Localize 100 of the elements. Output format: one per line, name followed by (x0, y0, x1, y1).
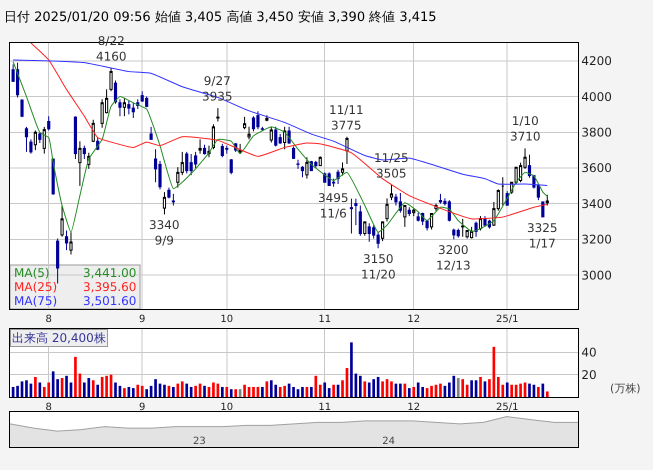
candlestick (202, 144, 206, 156)
bar (234, 389, 238, 397)
candlestick (283, 126, 286, 150)
candlestick (340, 162, 344, 176)
candlestick (296, 159, 300, 170)
line-series (12, 59, 548, 186)
bar (506, 382, 509, 397)
bar (60, 378, 64, 397)
x-tick-label: 10 (220, 314, 234, 325)
candlestick (416, 212, 420, 222)
candlestick (461, 218, 464, 238)
y-axis-title: (万株) (610, 382, 641, 395)
bar (484, 381, 486, 397)
x-tick-label: 12 (407, 402, 420, 413)
candlestick (118, 98, 122, 117)
bar (496, 376, 500, 397)
bar (318, 384, 322, 397)
candlestick (247, 126, 251, 140)
candlestick (56, 238, 60, 284)
candlestick (314, 160, 318, 168)
y-tick-label: 20 (581, 368, 597, 382)
bar (542, 384, 544, 397)
annotation: 3325 1/17 (527, 221, 558, 251)
annotation: 3340 9/9 (149, 218, 180, 248)
candlestick (167, 187, 171, 199)
candlestick (318, 156, 322, 167)
candlestick (546, 194, 549, 206)
y-tick-label: 4200 (581, 54, 612, 68)
bar (172, 386, 175, 397)
candlestick (474, 221, 478, 238)
candlestick (260, 126, 264, 132)
annotation: 11/11 3775 (329, 103, 364, 133)
bar (474, 380, 478, 397)
bar (96, 384, 100, 397)
bar (180, 381, 184, 397)
candlestick (60, 204, 64, 238)
x-tick-label: 23 (192, 436, 206, 447)
candlestick (132, 102, 135, 118)
candlestick (466, 230, 469, 239)
bar (350, 342, 353, 397)
bar (461, 379, 464, 397)
candlestick (47, 116, 50, 131)
bar (132, 388, 135, 397)
bar (452, 376, 456, 397)
text: MA(75) (14, 294, 58, 308)
y-tick-label: 3200 (581, 232, 612, 247)
x-tick-label: 9 (139, 402, 146, 413)
bar (221, 386, 224, 397)
candlestick (238, 143, 242, 154)
bar (266, 381, 268, 397)
annotation: 3495 11/6 (318, 191, 349, 221)
bar (56, 379, 59, 397)
bar (83, 382, 86, 397)
x-tick-label: 25/1 (496, 314, 518, 325)
bar (261, 386, 264, 397)
bar (310, 386, 313, 397)
bar (38, 382, 42, 397)
x-tick-label: 12 (407, 314, 420, 325)
y-tick-label: 3600 (581, 161, 612, 176)
candlestick (109, 67, 113, 92)
candlestick (438, 193, 442, 204)
candlestick (305, 156, 308, 180)
annotation: 3,441.00 (83, 266, 136, 280)
bar (416, 382, 420, 397)
x-tick-label: 10 (220, 402, 234, 413)
bar (479, 376, 482, 397)
bar (412, 386, 416, 397)
bar (363, 381, 366, 397)
candlestick (162, 192, 166, 215)
candlestick (20, 98, 24, 118)
bar (198, 384, 202, 397)
x-tick-label: 8 (46, 314, 52, 325)
bar (136, 384, 140, 397)
candlestick (390, 184, 394, 201)
bar (123, 388, 126, 397)
bar (466, 384, 468, 397)
candlestick (24, 126, 28, 152)
bar (145, 389, 148, 397)
candlestick (385, 198, 389, 222)
x-tick-label: 24 (382, 436, 396, 447)
candlestick (38, 132, 42, 144)
candlestick (78, 140, 82, 186)
x-tick-label: 11 (318, 314, 332, 325)
bar (283, 386, 286, 397)
bar (376, 376, 380, 397)
candlestick (150, 126, 153, 140)
candlestick (528, 154, 532, 178)
candlestick (256, 110, 260, 130)
bar (404, 384, 406, 397)
candlestick (114, 80, 118, 104)
bar (501, 384, 504, 397)
bar (238, 389, 242, 397)
candlestick (292, 146, 296, 160)
bar (358, 376, 362, 397)
annotation: 3150 11/20 (361, 252, 396, 282)
candlestick (82, 145, 86, 160)
candlestick (198, 138, 202, 154)
bar (421, 386, 424, 397)
candlestick (300, 166, 304, 178)
bar (203, 386, 206, 397)
